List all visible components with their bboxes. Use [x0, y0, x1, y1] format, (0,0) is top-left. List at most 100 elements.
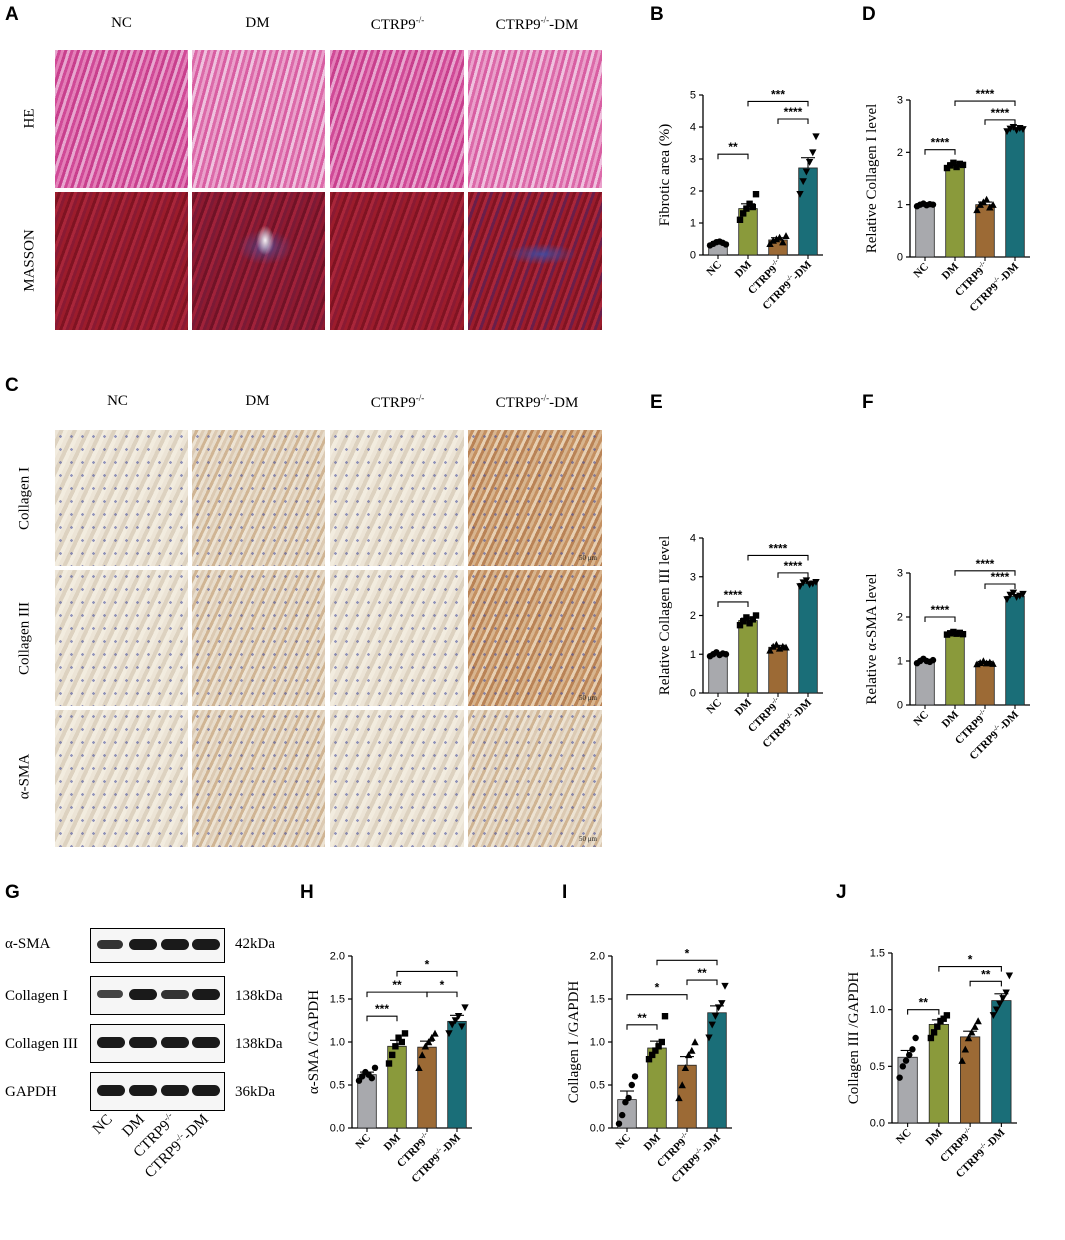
- y-tick-label: 5: [690, 90, 696, 102]
- data-point: [769, 642, 777, 650]
- c-col-dm: DM: [245, 393, 270, 409]
- tile-colIII-ctrp9: [330, 570, 464, 706]
- significance-bracket: [396, 970, 458, 977]
- y-tick-label: 1.5: [590, 994, 605, 1006]
- data-point: [934, 1023, 941, 1030]
- significance-bracket: [924, 149, 956, 155]
- tile-colI-ctrp9: [330, 430, 464, 566]
- significance-bracket: [626, 1024, 658, 1030]
- y-tick-label: 3: [690, 154, 696, 166]
- y-tick-label: 0: [897, 252, 903, 264]
- x-tick-label: DM: [940, 708, 962, 730]
- x-tick-label: CTRP9-/--DM: [668, 1130, 724, 1186]
- y-axis-title: Collagen III /GAPDH: [846, 972, 862, 1105]
- data-point: [971, 1022, 979, 1030]
- data-point: [1019, 126, 1027, 134]
- data-point: [989, 1012, 998, 1020]
- significance-label: ****: [991, 570, 1010, 584]
- panel-label-g: G: [5, 882, 20, 903]
- lane-label-nc: NC: [90, 1112, 116, 1138]
- x-tick-label: DM: [733, 258, 755, 280]
- data-point: [809, 149, 817, 157]
- data-point: [684, 1051, 693, 1059]
- a-col-dm: DM: [245, 15, 270, 31]
- data-point: [371, 1064, 379, 1071]
- significance-bracket: [366, 1015, 398, 1022]
- y-tick-label: 0.0: [330, 1123, 345, 1135]
- significance-label: ****: [769, 541, 788, 555]
- y-tick-label: 2.0: [330, 951, 345, 963]
- significance-bracket: [984, 583, 1016, 589]
- y-tick-label: 0.5: [330, 1080, 345, 1092]
- data-point: [775, 233, 784, 241]
- significance-bracket: [747, 554, 809, 561]
- data-point: [1002, 989, 1010, 997]
- y-tick-label: 0.0: [870, 1118, 885, 1130]
- panel-label-f: F: [862, 392, 874, 413]
- panel-label-j: J: [836, 882, 847, 903]
- data-point: [927, 1034, 935, 1042]
- y-axis-title: α-SMA /GAPDH: [306, 990, 322, 1094]
- x-tick-label: NC: [613, 1132, 633, 1152]
- data-point: [799, 178, 807, 186]
- data-point: [746, 200, 753, 207]
- data-point: [424, 1038, 433, 1046]
- tile-colI-dm: [192, 430, 325, 566]
- significance-bracket: [907, 1009, 940, 1015]
- data-point: [448, 1021, 456, 1029]
- data-point: [940, 1015, 947, 1022]
- data-point: [625, 1094, 632, 1102]
- data-point: [1005, 972, 1014, 980]
- data-point: [740, 210, 747, 217]
- data-point: [368, 1074, 375, 1082]
- y-tick-label: 0: [690, 250, 696, 262]
- significance-bracket: [686, 979, 718, 986]
- x-tick-label: CTRP9-/--DM: [966, 707, 1022, 763]
- data-point: [678, 1081, 686, 1089]
- significance-label: ****: [931, 136, 950, 150]
- significance-bracket: [954, 100, 1016, 107]
- chart-collagen-i-level: 0 1 2 3 Relative Collagen I level NC DMCTRP9-/…: [864, 87, 1030, 314]
- panel-label-d: D: [862, 4, 876, 25]
- y-axis-title: Collagen I /GAPDH: [566, 981, 582, 1104]
- data-point: [392, 1043, 399, 1050]
- data-point: [451, 1017, 460, 1025]
- data-point: [705, 1034, 713, 1042]
- bar: [915, 660, 935, 706]
- panel-label-c: C: [5, 375, 19, 396]
- data-point: [688, 1046, 696, 1054]
- significance-label: ****: [976, 87, 995, 101]
- a-row-he: HE: [21, 108, 38, 129]
- data-point: [749, 616, 756, 623]
- y-tick-label: 1.0: [870, 1004, 885, 1016]
- data-point: [796, 191, 804, 198]
- data-point: [752, 612, 760, 619]
- y-tick-label: 2: [690, 186, 696, 198]
- significance-bracket: [747, 100, 809, 107]
- data-point: [714, 1004, 723, 1012]
- data-point: [655, 1043, 662, 1050]
- tile-colIII-dm: [192, 570, 325, 706]
- significance-label: **: [919, 996, 929, 1010]
- significance-bracket: [777, 118, 809, 124]
- data-point: [968, 1028, 976, 1036]
- tile-asma-ctrp9-dm: 50 μm: [468, 710, 602, 847]
- data-point: [996, 1000, 1004, 1008]
- data-point: [458, 1023, 466, 1031]
- data-point: [782, 643, 790, 651]
- x-tick-label: DM: [924, 1126, 946, 1148]
- data-point: [775, 644, 784, 652]
- blot-size-collagen-iii: 138kDa: [235, 1036, 283, 1052]
- data-point: [461, 1004, 469, 1012]
- scale-bar-label: 50 μm: [579, 835, 597, 843]
- significance-label: **: [637, 1011, 647, 1025]
- significance-label: **: [728, 140, 738, 154]
- significance-label: ****: [784, 559, 803, 573]
- significance-label: ****: [784, 105, 803, 119]
- significance-label: *: [968, 953, 973, 967]
- data-point: [628, 1081, 635, 1089]
- significance-label: *: [655, 981, 660, 995]
- panel-label-e: E: [650, 392, 663, 413]
- x-tick-label: NC: [704, 259, 724, 279]
- data-point: [631, 1073, 639, 1080]
